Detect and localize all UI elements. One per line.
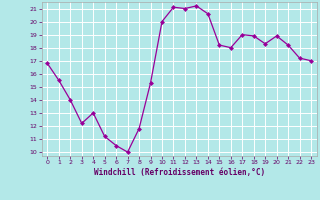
X-axis label: Windchill (Refroidissement éolien,°C): Windchill (Refroidissement éolien,°C) — [94, 168, 265, 177]
